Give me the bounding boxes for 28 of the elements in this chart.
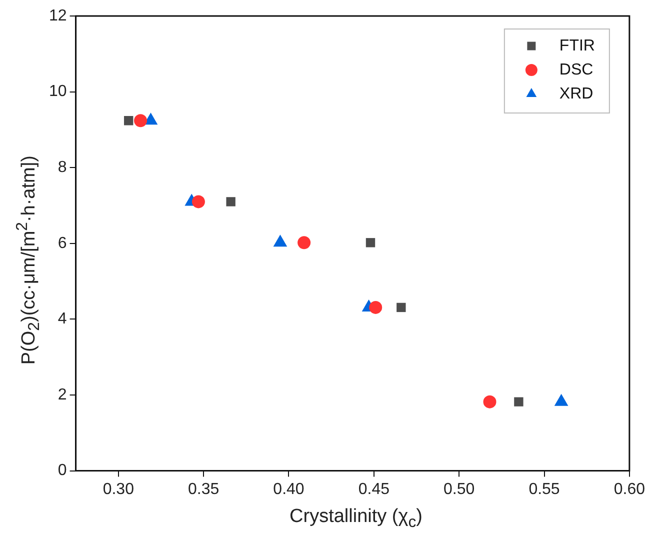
point [396,302,406,312]
x-tick-label: 0.30 [102,480,134,498]
y-tick-label: 4 [58,310,67,328]
y-tick-label: 0 [58,462,67,480]
point [366,238,376,248]
point [298,236,311,250]
y-tick-label: 6 [58,234,67,252]
x-axis-title: Crystallinity (χ$_{c}$) [288,506,424,532]
x-tick-label: 0.35 [188,480,220,498]
point [483,395,496,408]
point [124,116,134,126]
point [226,197,236,206]
x-tick-label: 0.55 [528,480,560,498]
legend-label: XRD [559,85,594,102]
point [514,397,524,406]
y-tick-label: 2 [58,386,67,404]
x-tick-label: 0.50 [444,480,475,498]
x-tick-label: 0.40 [273,480,304,498]
point [134,114,148,128]
x-tick-label: 0.60 [614,480,646,498]
x-tick-label: 0.45 [358,480,390,498]
legend-label: DSC [559,61,594,78]
legend-label: FTIR [559,37,595,54]
point [192,195,205,208]
point [369,300,382,314]
y-tick-label: 8 [58,159,67,176]
y-tick-label: 10 [49,83,67,100]
y-tick-label: 12 [49,7,67,24]
